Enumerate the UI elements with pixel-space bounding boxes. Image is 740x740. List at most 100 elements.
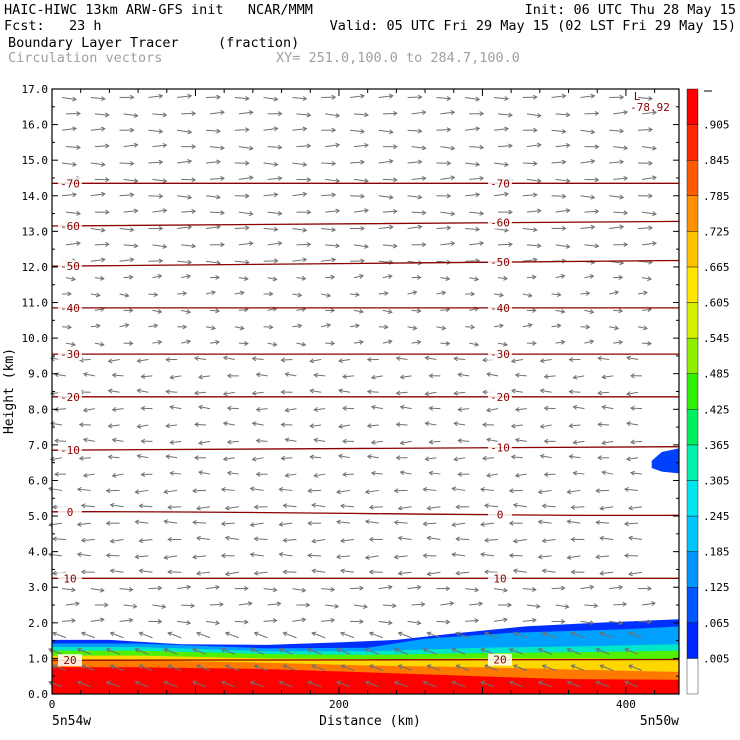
circulation-vector-head bbox=[359, 585, 364, 591]
y-tick-label: 14.0 bbox=[22, 190, 49, 203]
circulation-vector-head bbox=[355, 323, 360, 329]
valid-time: Valid: 05 UTC Fri 29 May 15 (02 LST Fri … bbox=[329, 18, 736, 34]
circulation-vector bbox=[407, 161, 422, 164]
circulation-vector bbox=[458, 373, 470, 377]
circulation-vector-head bbox=[359, 339, 364, 345]
circulation-vector-head bbox=[109, 568, 115, 574]
circulation-vector bbox=[312, 569, 326, 573]
circulation-vector bbox=[90, 618, 104, 622]
contour-label: 0 bbox=[67, 506, 74, 519]
circulation-vector bbox=[353, 113, 369, 116]
circulation-vector-head bbox=[129, 94, 135, 100]
circulation-vector bbox=[263, 588, 277, 591]
circulation-vector bbox=[166, 455, 178, 459]
y-tick-label: 8.0 bbox=[28, 403, 48, 416]
contour-label-bg bbox=[58, 260, 82, 273]
circulation-vector-head bbox=[479, 175, 485, 181]
circulation-vector bbox=[321, 324, 331, 328]
circulation-vector bbox=[407, 620, 421, 624]
circulation-vector bbox=[423, 648, 437, 655]
circulation-vector bbox=[342, 473, 355, 476]
circulation-vector bbox=[486, 408, 499, 412]
circulation-vector-head bbox=[503, 617, 508, 623]
circulation-vector bbox=[382, 275, 392, 279]
circulation-vector-head bbox=[276, 601, 282, 607]
circulation-vector-head bbox=[543, 373, 549, 379]
circulation-vector bbox=[148, 293, 158, 296]
circulation-vector-head bbox=[192, 488, 197, 494]
circulation-vector-head bbox=[104, 112, 110, 118]
circulation-vector bbox=[551, 161, 566, 164]
circulation-vector-head bbox=[391, 603, 397, 609]
circulation-vector bbox=[296, 145, 311, 148]
circulation-vector-head bbox=[72, 96, 77, 102]
contour-label-bg bbox=[488, 177, 512, 190]
circulation-vector-head bbox=[387, 309, 393, 315]
circulation-vector-head bbox=[220, 210, 225, 216]
circulation-vector bbox=[555, 604, 569, 608]
contour-label-bg bbox=[58, 219, 82, 232]
circulation-vector-head bbox=[618, 274, 624, 281]
circulation-vector bbox=[340, 505, 355, 508]
circulation-vector bbox=[196, 571, 211, 575]
circulation-vector bbox=[411, 146, 426, 149]
circulation-vector bbox=[427, 632, 441, 639]
circulation-vector bbox=[221, 648, 235, 655]
colorbar-swatch bbox=[686, 622, 699, 659]
circulation-vector bbox=[365, 520, 379, 524]
circulation-vector-head bbox=[510, 454, 516, 460]
circulation-vector-head bbox=[338, 358, 343, 364]
contour-label: 20 bbox=[63, 654, 76, 667]
circulation-vector bbox=[292, 128, 307, 131]
circulation-vector bbox=[263, 228, 278, 230]
circulation-vector bbox=[94, 277, 104, 280]
circulation-vector-head bbox=[537, 647, 543, 653]
circulation-vector bbox=[52, 665, 67, 671]
circulation-vector bbox=[400, 406, 412, 410]
circulation-vector-head bbox=[52, 664, 57, 670]
circulation-vector bbox=[567, 555, 581, 559]
circulation-vector bbox=[407, 226, 422, 230]
circulation-vector-head bbox=[277, 111, 283, 117]
circulation-vector bbox=[152, 604, 166, 608]
circulation-vector-head bbox=[165, 357, 170, 363]
circulation-vector bbox=[411, 603, 425, 606]
circulation-vector bbox=[209, 309, 220, 312]
colorbar-swatch bbox=[686, 302, 699, 339]
circulation-vector-head bbox=[630, 470, 635, 476]
circulation-vector bbox=[168, 632, 182, 639]
circulation-vector-head bbox=[215, 584, 220, 590]
circulation-vector-head bbox=[478, 601, 484, 607]
circulation-vector bbox=[170, 472, 182, 475]
temperature-contour bbox=[51, 577, 680, 580]
circulation-vector-head bbox=[334, 603, 340, 609]
circulation-vector-head bbox=[536, 243, 542, 249]
circulation-vector-head bbox=[282, 537, 288, 543]
circulation-vector bbox=[436, 291, 446, 295]
circulation-vector bbox=[407, 129, 422, 132]
contour-label: -30 bbox=[60, 348, 80, 361]
circulation-vector bbox=[378, 620, 392, 624]
circulation-vector-head bbox=[187, 224, 193, 230]
circulation-vector-head bbox=[192, 554, 197, 560]
circulation-vector-head bbox=[107, 454, 113, 460]
circulation-vector bbox=[436, 97, 451, 100]
circulation-vector bbox=[469, 242, 484, 246]
circulation-vector-head bbox=[532, 307, 537, 313]
circulation-vector-head bbox=[539, 423, 545, 429]
circulation-vector bbox=[77, 553, 91, 557]
circulation-vector bbox=[238, 146, 253, 150]
circulation-vector-head bbox=[158, 159, 164, 165]
circulation-vector-head bbox=[222, 421, 228, 427]
circulation-vector-head bbox=[417, 224, 423, 230]
circulation-vector bbox=[425, 422, 437, 426]
circulation-vector-head bbox=[198, 440, 203, 446]
circulation-vector bbox=[551, 324, 561, 328]
circulation-vector-head bbox=[162, 243, 168, 249]
circulation-vector bbox=[465, 193, 480, 197]
circulation-vector-head bbox=[306, 177, 312, 183]
circulation-vector bbox=[283, 504, 297, 508]
circulation-vector bbox=[285, 473, 297, 477]
circulation-vector bbox=[205, 326, 216, 329]
circulation-vector-head bbox=[248, 110, 254, 115]
